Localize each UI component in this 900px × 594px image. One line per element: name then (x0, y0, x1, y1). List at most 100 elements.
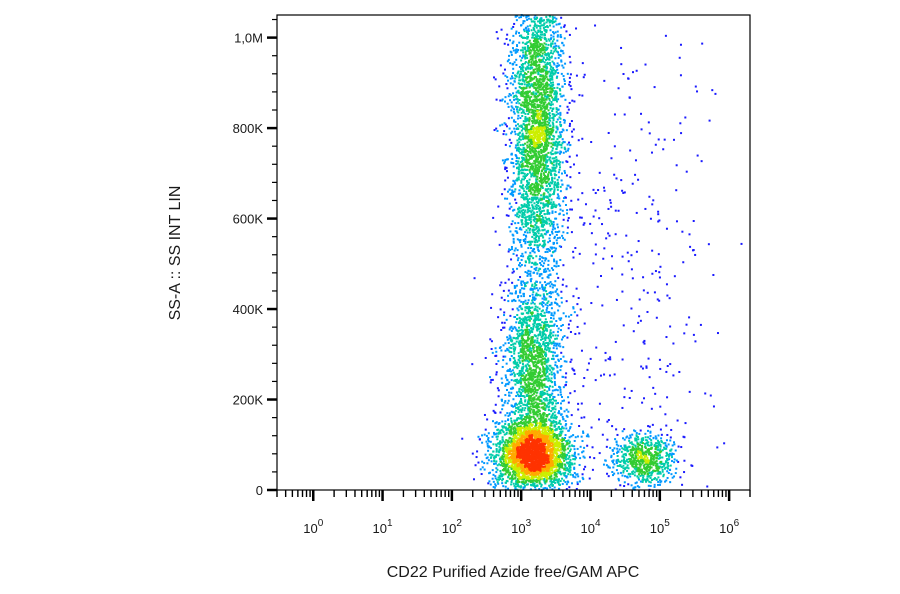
event-point (515, 108, 518, 111)
event-point (484, 428, 487, 431)
event-point (529, 167, 532, 170)
event-point (510, 141, 513, 144)
event-point (532, 392, 535, 395)
event-point (624, 454, 627, 457)
event-point (535, 292, 538, 295)
event-point (656, 472, 659, 475)
event-point (524, 407, 527, 410)
event-point (548, 395, 551, 398)
event-point (513, 411, 516, 414)
event-point (504, 414, 507, 417)
event-point (526, 257, 529, 260)
event-point (543, 93, 546, 96)
event-point (525, 158, 528, 161)
event-point (664, 34, 667, 37)
event-point (635, 467, 638, 470)
event-point (548, 388, 551, 391)
event-point (530, 302, 533, 305)
event-point (684, 116, 687, 119)
event-point (519, 344, 522, 347)
event-point (537, 95, 540, 98)
event-point (513, 61, 516, 64)
event-point (547, 259, 550, 262)
event-point (518, 83, 521, 86)
event-point (552, 73, 555, 76)
event-point (533, 285, 536, 288)
event-point (507, 214, 510, 217)
event-point (611, 425, 614, 428)
event-point (548, 132, 551, 135)
event-point (548, 237, 551, 240)
event-point (520, 280, 523, 283)
event-point (533, 71, 536, 74)
event-point (616, 464, 619, 467)
event-point (612, 474, 615, 477)
event-point (542, 89, 545, 92)
event-point (665, 451, 668, 454)
event-point (661, 456, 664, 459)
event-point (658, 219, 661, 222)
event-point (517, 278, 520, 281)
event-point (522, 36, 525, 39)
event-point (527, 227, 530, 230)
event-point (548, 113, 551, 116)
event-point (524, 271, 527, 274)
event-point (523, 205, 526, 208)
event-point (545, 321, 548, 324)
event-point (557, 135, 560, 138)
event-point (549, 77, 552, 80)
event-point (497, 428, 500, 431)
event-point (544, 158, 547, 161)
event-point (489, 483, 492, 486)
event-point (541, 309, 544, 312)
event-point (553, 301, 556, 304)
event-point (551, 81, 554, 84)
event-point (493, 486, 496, 489)
event-point (527, 70, 530, 73)
event-point (517, 326, 520, 329)
event-point (513, 208, 516, 211)
event-point (546, 168, 549, 171)
event-point (552, 242, 555, 245)
event-point (548, 19, 551, 22)
event-point (570, 463, 573, 466)
event-point (547, 342, 550, 345)
event-point (563, 399, 566, 402)
event-point (533, 16, 536, 19)
event-point (541, 33, 544, 36)
event-point (518, 329, 521, 332)
event-point (512, 165, 515, 168)
event-point (554, 96, 557, 99)
event-point (536, 69, 539, 72)
event-point (669, 481, 672, 484)
event-point (542, 334, 545, 337)
event-point (543, 242, 546, 245)
event-point (537, 373, 540, 376)
event-point (520, 485, 523, 488)
event-point (546, 343, 549, 346)
event-point (551, 408, 554, 411)
event-point (493, 455, 496, 458)
event-point (569, 85, 572, 88)
event-point (622, 461, 625, 464)
event-point (529, 331, 532, 334)
event-point (627, 77, 630, 80)
event-point (520, 111, 523, 114)
event-point (495, 467, 498, 470)
event-point (534, 232, 537, 235)
event-point (520, 295, 523, 298)
event-point (508, 337, 511, 340)
event-point (558, 131, 561, 134)
event-point (548, 379, 551, 382)
event-point (518, 291, 521, 294)
event-point (519, 377, 522, 380)
event-point (543, 478, 546, 481)
event-point (560, 290, 563, 293)
event-point (534, 30, 537, 33)
event-point (508, 394, 511, 397)
event-point (607, 465, 610, 468)
event-point (545, 43, 548, 46)
event-point (656, 439, 659, 442)
event-point (551, 286, 554, 289)
event-point (543, 311, 546, 314)
